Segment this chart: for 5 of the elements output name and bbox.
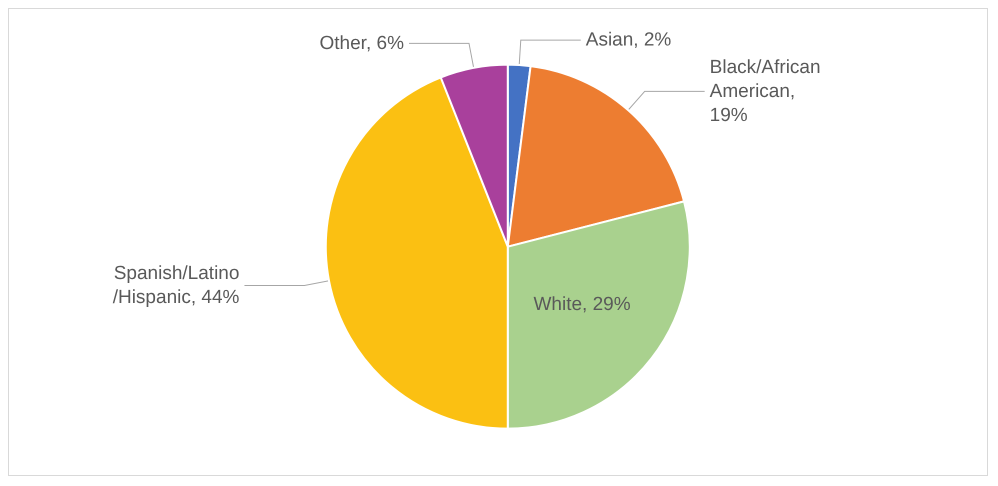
slice-label: White, 29% [533,294,631,315]
slice-label: Asian, 2% [586,30,672,51]
slice-label: Spanish/Latino /Hispanic, 44% [112,262,240,308]
slice-label: Other, 6% [319,32,404,54]
slice-label: Black/African American, 19% [710,56,821,126]
